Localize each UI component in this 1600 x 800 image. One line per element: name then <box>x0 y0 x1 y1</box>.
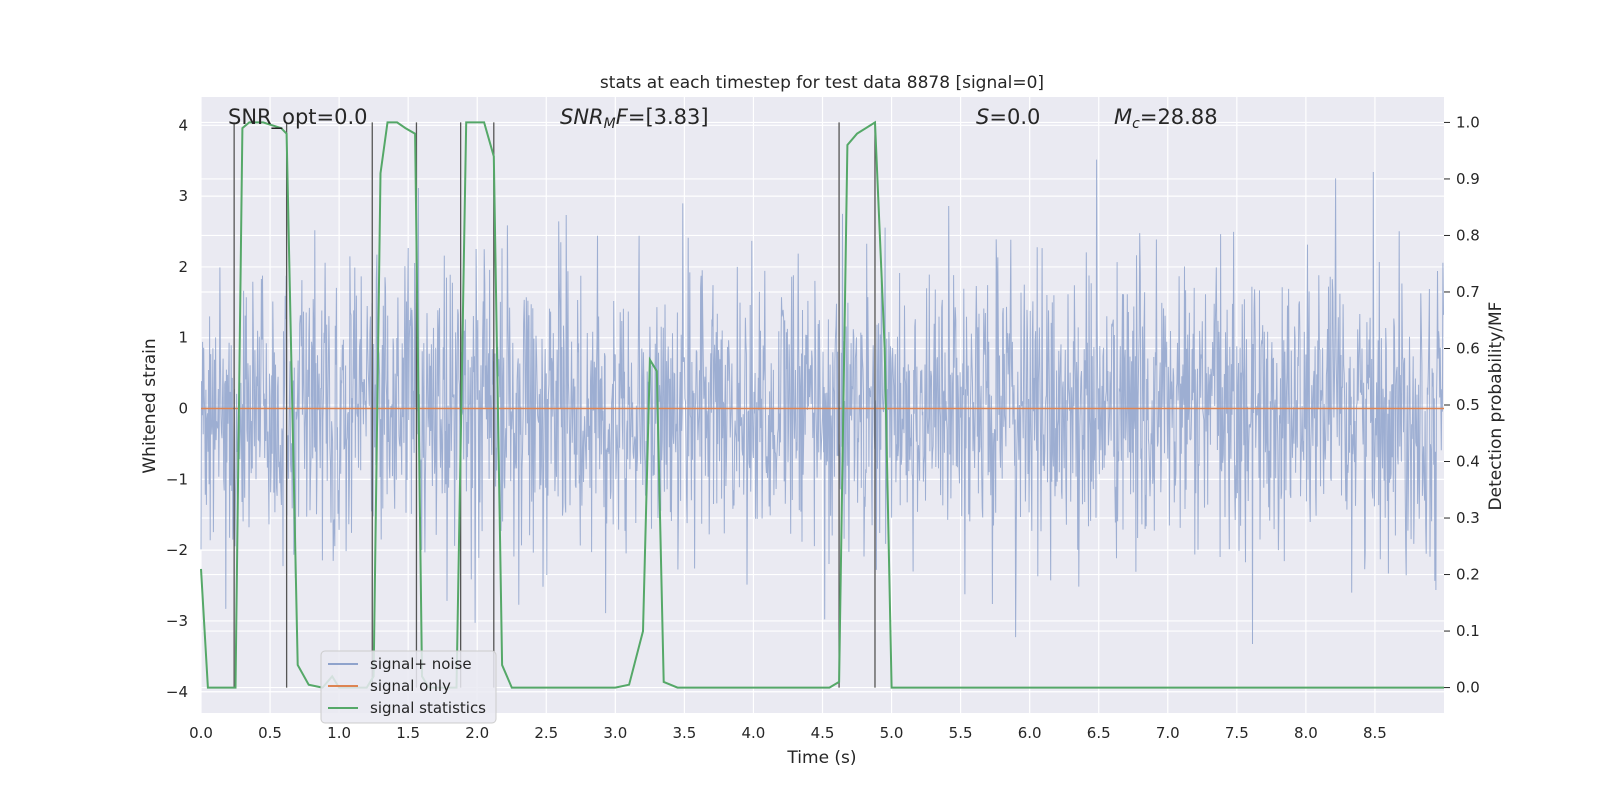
y2-tick-label: 0.7 <box>1456 283 1480 301</box>
legend-label-signal-statistics: signal statistics <box>370 699 486 717</box>
y-tick-label: 4 <box>178 116 188 134</box>
x-tick-label: 7.0 <box>1156 724 1180 742</box>
plot-area <box>200 97 1444 713</box>
x-tick-label: 0.5 <box>258 724 282 742</box>
legend-item-signal-noise: signal+ noise <box>328 655 472 673</box>
legend-item-signal-statistics: signal statistics <box>328 699 486 717</box>
annotation-snr-opt: SNR_opt=0.0 <box>228 105 368 130</box>
y2-tick-label: 0.4 <box>1456 453 1480 471</box>
annotation-snr-mf-value: [3.83] <box>645 105 708 129</box>
x-tick-label: 8.0 <box>1294 724 1318 742</box>
y-axis-ticks: −4 −3 −2 −1 0 1 2 3 4 <box>166 116 188 700</box>
annotations: SNR_opt=0.0 SNRMF=[3.83] S=0.0 Mc=28.88 <box>228 105 1218 132</box>
legend-label-signal-only: signal only <box>370 677 451 695</box>
y2-axis-ticks: 0.0 0.1 0.2 0.3 0.4 0.5 0.6 0.7 0.8 0.9 1.0 <box>1444 113 1480 697</box>
legend-box <box>320 650 497 724</box>
y-tick-label: −3 <box>166 612 188 630</box>
y-tick-label: 0 <box>178 400 188 418</box>
annotation-snr-opt-value: 0.0 <box>334 105 367 129</box>
y2-tick-label: 0.1 <box>1456 622 1480 640</box>
y-tick-label: 3 <box>178 187 188 205</box>
x-tick-label: 0.0 <box>189 724 213 742</box>
x-tick-label: 7.5 <box>1225 724 1249 742</box>
x-axis-label: Time (s) <box>786 748 856 768</box>
legend-item-signal-only: signal only <box>328 677 451 695</box>
legend: signal+ noise signal only signal statist… <box>320 650 497 724</box>
y2-axis-label: Detection probability/MF <box>1486 302 1506 511</box>
y-tick-label: −2 <box>166 541 188 559</box>
legend-label-signal-noise: signal+ noise <box>370 655 472 673</box>
y-tick-label: −1 <box>166 470 188 488</box>
x-tick-label: 8.5 <box>1363 724 1387 742</box>
y2-tick-label: 0.0 <box>1456 679 1480 697</box>
annotation-mc-value: 28.88 <box>1157 105 1217 129</box>
x-tick-label: 2.0 <box>465 724 489 742</box>
x-tick-label: 5.5 <box>949 724 973 742</box>
annotation-s: S=0.0 <box>976 105 1040 129</box>
series-signal-noise <box>200 159 1444 645</box>
annotation-s-value: 0.0 <box>1007 105 1040 129</box>
y-tick-label: 1 <box>178 329 188 347</box>
annotation-mc: Mc=28.88 <box>1114 105 1218 132</box>
x-axis-ticks: 0.0 0.5 1.0 1.5 2.0 2.5 3.0 3.5 4.0 4.5 5.0 5.5 6.0 6… <box>189 724 1387 742</box>
x-tick-label: 6.0 <box>1018 724 1042 742</box>
y2-tick-label: 0.6 <box>1456 339 1480 357</box>
x-tick-label: 5.0 <box>880 724 904 742</box>
x-tick-label: 4.0 <box>742 724 766 742</box>
chart-title: stats at each timestep for test data 887… <box>600 73 1044 93</box>
x-tick-label: 1.0 <box>327 724 351 742</box>
x-tick-label: 1.5 <box>396 724 420 742</box>
x-tick-label: 4.5 <box>811 724 835 742</box>
x-tick-label: 6.5 <box>1087 724 1111 742</box>
y2-tick-label: 0.2 <box>1456 566 1480 584</box>
y2-tick-label: 1.0 <box>1456 113 1480 131</box>
x-tick-label: 3.5 <box>672 724 696 742</box>
signal-noise-line <box>200 159 1444 645</box>
y-axis-label: Whitened strain <box>140 338 160 473</box>
y2-tick-label: 0.8 <box>1456 226 1480 244</box>
y2-tick-label: 0.9 <box>1456 170 1480 188</box>
annotation-snr-mf: SNRMF=[3.83] <box>560 105 709 132</box>
x-tick-label: 3.0 <box>603 724 627 742</box>
y2-tick-label: 0.3 <box>1456 509 1480 527</box>
y-tick-label: −4 <box>166 683 188 701</box>
y2-tick-label: 0.5 <box>1456 396 1480 414</box>
x-tick-label: 2.5 <box>534 724 558 742</box>
y-tick-label: 2 <box>178 258 188 276</box>
